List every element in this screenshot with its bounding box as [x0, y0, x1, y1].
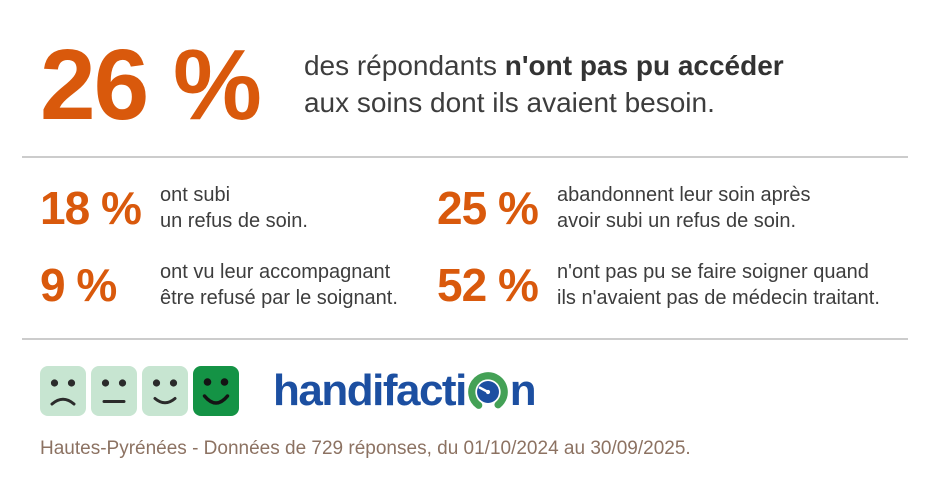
neutral-face-icon [101, 378, 127, 403]
wordmark-suffix: n [509, 365, 537, 415]
stat-description: abandonnent leur soin après avoir subi u… [557, 182, 811, 235]
stat-description-line1: abandonnent leur soin après [557, 184, 811, 206]
sad-face-icon [50, 378, 76, 406]
stat-percentage: 52 % [437, 259, 539, 312]
hero-section: 26 % des répondants n'ont pas pu accéder… [0, 0, 930, 148]
data-source-caption: Hautes-Pyrénées - Données de 729 réponse… [40, 437, 691, 459]
stat-description: n'ont pas pu se faire soigner quand ils … [557, 259, 880, 312]
hero-statement: des répondants n'ont pas pu accéder aux … [304, 48, 784, 122]
hero-percentage: 26 % [40, 29, 262, 141]
hero-statement-bold: n'ont pas pu accéder [504, 50, 784, 82]
sad-face-tile [40, 365, 86, 416]
stat-description-line1: ont vu leur accompagnant [160, 260, 391, 283]
stat-description: ont vu leur accompagnant être refusé par… [160, 259, 398, 312]
hero-statement-normal: des répondants [303, 50, 505, 82]
gauge-o-icon [467, 371, 508, 412]
stat-description-line2: avoir subi un refus de soin. [557, 210, 797, 233]
wordmark-prefix: handifacti [273, 365, 467, 415]
stat-percentage: 25 % [437, 182, 539, 235]
stat-percentage: 18 % [40, 182, 142, 235]
handifaction-wordmark: handifacti n [273, 365, 537, 415]
stat-description-line1: n'ont pas pu se faire soigner quand [557, 260, 869, 283]
stat-description-line2: être refusé par le soignant. [160, 287, 398, 310]
slight-smile-face-icon [152, 378, 178, 404]
stats-grid: 18 % ont subi un refus de soin. 25 % aba… [0, 158, 930, 312]
stat-description: ont subi un refus de soin. [160, 182, 308, 235]
slight-smile-face-tile [142, 365, 188, 416]
divider-bottom [22, 337, 908, 340]
stat-abandon-soin: 25 % abandonnent leur soin après avoir s… [437, 182, 890, 235]
happy-face-icon [202, 377, 230, 405]
smiley-scale [40, 365, 239, 416]
neutral-face-tile [91, 365, 137, 416]
happy-face-tile [193, 365, 239, 416]
handifaction-logo: handifacti n [0, 340, 930, 416]
stat-percentage: 9 % [40, 259, 117, 312]
stat-description-line2: un refus de soin. [160, 210, 308, 233]
divider-top [22, 156, 908, 158]
stat-sans-medecin-traitant: 52 % n'ont pas pu se faire soigner quand… [437, 259, 890, 312]
stat-refus-de-soin: 18 % ont subi un refus de soin. [40, 182, 437, 235]
stat-description-line2: ils n'avaient pas de médecin traitant. [557, 287, 880, 310]
stat-description-line1: ont subi [160, 184, 231, 206]
hero-statement-line2: aux soins dont ils avaient besoin. [303, 87, 715, 118]
stat-accompagnant-refuse: 9 % ont vu leur accompagnant être refusé… [40, 259, 437, 312]
